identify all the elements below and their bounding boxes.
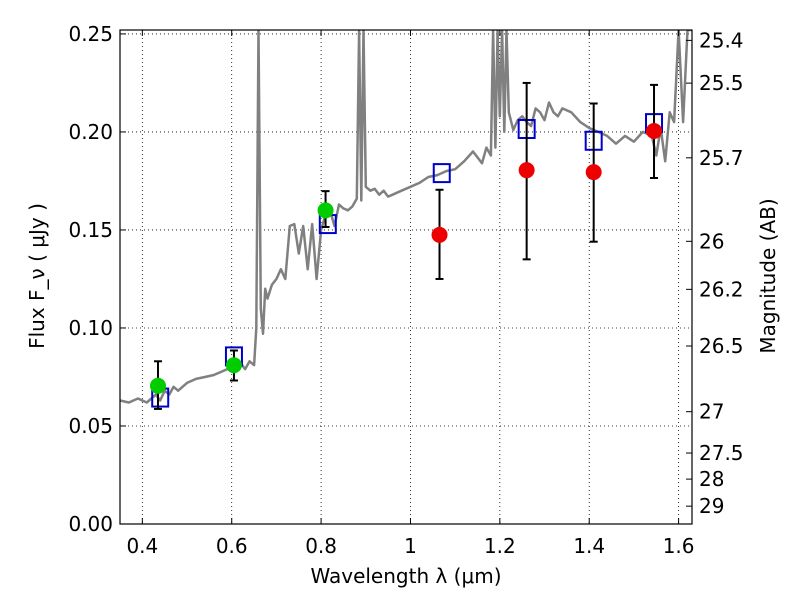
mag-tick-label: 26.2 [699, 277, 744, 301]
mag-tick-label: 29 [699, 494, 724, 518]
y-tick-label: 0.25 [68, 22, 113, 46]
x-tick-label: 1.4 [573, 534, 605, 558]
y-axis-title-left-text: Flux F_ν ( μJy ) [25, 203, 49, 349]
mag-tick-label: 26.5 [699, 334, 744, 358]
mag-tick-label: 26 [699, 229, 724, 253]
y-axis-title-right: Magnitude (AB) [756, 198, 780, 353]
x-tick-label: 1.2 [484, 534, 516, 558]
grid [120, 30, 692, 525]
y-tick-label: 0.15 [68, 218, 113, 242]
plot-area [120, 30, 692, 410]
x-tick-label: 1.6 [663, 534, 695, 558]
x-axis-title: Wavelength λ (μm) [310, 564, 501, 588]
mag-tick-label: 25.4 [699, 28, 744, 52]
detection-point [225, 357, 242, 374]
low-significance-point [585, 164, 602, 181]
y-tick-label: 0.00 [68, 512, 113, 536]
mag-tick-label: 27.5 [699, 441, 744, 465]
spectrum-line [120, 30, 692, 404]
low-significance-point [431, 226, 448, 243]
mag-tick-label: 27 [699, 400, 724, 424]
axes-ticks: 0.4 0.6 0.8 1 1.2 1.4 1.6 0.00 0.05 0.10 0.15 0.20 0… [68, 22, 743, 558]
mag-tick-label: 25.7 [699, 146, 744, 170]
low-significance-point [646, 122, 663, 139]
x-tick-label: 0.6 [216, 534, 248, 558]
y-tick-label: 0.05 [68, 414, 113, 438]
x-tick-label: 1 [404, 534, 417, 558]
y-axis-title-left: Flux F_ν ( μJy ) [25, 203, 49, 349]
y-axis-title-right-text: Magnitude (AB) [756, 198, 780, 353]
y-tick-label: 0.10 [68, 316, 113, 340]
x-tick-label: 0.8 [305, 534, 337, 558]
y-tick-label: 0.20 [68, 120, 113, 144]
plot-frame [119, 29, 693, 525]
mag-tick-label: 25.5 [699, 71, 744, 95]
x-tick-label: 0.4 [126, 534, 158, 558]
detection-point [317, 202, 334, 219]
mag-tick-label: 28 [699, 467, 724, 491]
detection-point [149, 377, 166, 394]
model-photometry-square [432, 163, 451, 184]
low-significance-point [518, 162, 535, 179]
